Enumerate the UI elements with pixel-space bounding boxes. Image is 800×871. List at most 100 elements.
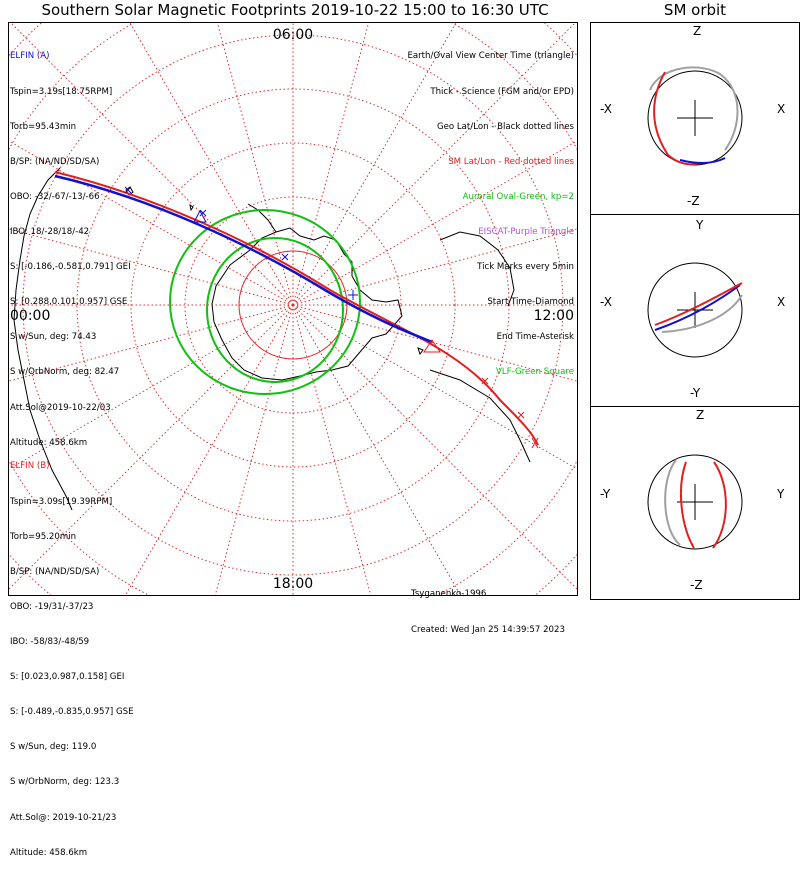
earth-circle <box>647 454 743 550</box>
elfin-b-line: Torb=95.20min <box>10 531 77 542</box>
sm-panel-frame <box>590 22 800 215</box>
sm-label: Z <box>693 24 702 38</box>
longitude-spoke <box>292 140 577 306</box>
longitude-spoke <box>292 304 577 590</box>
elfin-b-line: Tspin=3.09s[19.39RPM] <box>10 496 113 507</box>
sm-orbit-panel <box>647 66 743 166</box>
legend-entry: Thick - Science (FGM and/or EPD) <box>430 86 574 97</box>
sm-label: Z <box>696 408 705 422</box>
elfin-b-line: IBO: -58/83/-48/59 <box>10 636 90 647</box>
africa-coast <box>439 231 515 307</box>
mlt-label-left: 00:00 <box>10 308 50 324</box>
australia-coast <box>429 369 531 463</box>
south-america-coast <box>13 167 73 511</box>
legend-entry: End Time-Asterisk <box>496 332 574 343</box>
legend-entry: Start Time-Diamond <box>487 297 574 308</box>
sm-label: -X <box>600 102 612 116</box>
elfin-b-line: Att.Sol@: 2019-10-21/23 <box>10 812 117 823</box>
elfin-a-line: Att.Sol@2019-10-22/03 <box>10 402 111 413</box>
sm-orbit-track <box>654 284 741 331</box>
elfin-a-line: Tspin=3.19s[18.75RPM] <box>10 86 113 97</box>
elfin-b-center-triangle <box>423 339 441 353</box>
legend-entry: Geo Lat/Lon - Black dotted lines <box>436 121 574 132</box>
credits-created: Created: Wed Jan 25 14:39:57 2023 <box>411 624 565 635</box>
mlt-label-bottom: 18:00 <box>273 576 313 592</box>
sm-label: -Z <box>687 194 700 208</box>
sm-label: -X <box>600 295 612 309</box>
mlt-label-top: 06:00 <box>273 27 313 43</box>
page-title: Southern Solar Magnetic Footprints 2019-… <box>41 1 549 19</box>
mlt-label-right: 12:00 <box>534 308 574 324</box>
elfin-b-line: OBO: -19/31/-37/23 <box>10 601 94 612</box>
longitude-spoke <box>9 304 294 470</box>
earth-circle <box>647 262 743 358</box>
elfin-a-info: ELFIN (A) Tspin=3.19s[18.75RPM] Torb=95.… <box>10 28 131 461</box>
sm-orbit-track <box>679 157 726 164</box>
longitude-spoke <box>292 304 577 470</box>
elfin-b-tick-marks <box>481 377 539 449</box>
elfin-a-line: Altitude: 458.6km <box>10 437 88 448</box>
longitude-spoke <box>214 304 294 595</box>
elfin-a-line: S: [-0.186,-0.581,0.791] GEI <box>10 262 131 273</box>
legend: Earth/Oval View Center Time (triangle) T… <box>407 28 574 391</box>
legend-entry: Earth/Oval View Center Time (triangle) <box>407 51 574 62</box>
longitude-spoke <box>292 304 372 595</box>
elfin-b-info: ELFIN (B) Tspin=3.09s[19.39RPM] Torb=95.… <box>10 438 134 871</box>
legend-entry: SM Lat/Lon - Red dotted lines <box>448 156 574 167</box>
credits: Tsyganenko-1996 Created: Wed Jan 25 14:3… <box>411 566 565 648</box>
sm-orbit-track <box>653 71 701 166</box>
sm-label: -Y <box>600 487 611 501</box>
sm-orbit-track <box>664 459 681 546</box>
elfin-a-line: B/SP: (NA/ND/SD/SA) <box>10 156 100 167</box>
sm-label: Y <box>696 218 704 232</box>
elfin-a-header: ELFIN (A) <box>10 51 50 62</box>
elfin-a-line: OBO: -32/-67/-13/-66 <box>10 191 100 202</box>
longitude-spoke <box>292 23 576 306</box>
legend-entry: Auroral Oval-Green, kp=2 <box>462 191 574 202</box>
elfin-a-line: IBO: 18/-28/18/-42 <box>10 226 90 237</box>
elfin-b-line: S: [-0.489,-0.835,0.957] GSE <box>10 707 134 718</box>
elfin-a-line: Torb=95.43min <box>10 121 77 132</box>
antarctica-coastline <box>211 227 403 381</box>
sm-label: X <box>777 102 786 116</box>
elfin-a-track <box>54 174 433 344</box>
sm-orbit-track <box>661 294 743 333</box>
sm-orbit-panel <box>647 262 743 358</box>
elfin-b-line: B/SP: (NA/ND/SD/SA) <box>10 566 100 577</box>
sm-orbit-panel <box>647 454 743 550</box>
longitude-spoke <box>9 140 294 306</box>
longitude-spoke <box>292 304 577 382</box>
elfin-b-line: S w/OrbNorm, deg: 123.3 <box>10 777 120 788</box>
footprint-map: 06:00 18:00 00:00 12:00 <box>9 23 743 595</box>
elfin-b-line: Altitude: 458.6km <box>10 847 88 858</box>
sm-label: Y <box>777 487 785 501</box>
longitude-spoke <box>292 304 462 595</box>
sm-label: -Z <box>690 578 703 592</box>
elfin-a-line: S w/OrbNorm, deg: 82.47 <box>10 367 120 378</box>
longitude-spoke <box>129 23 294 306</box>
legend-entry: Tick Marks every 5min <box>477 262 574 273</box>
elfin-b-line: S: [0.023,0.987,0.158] GEI <box>10 672 125 683</box>
elfin-a-center-triangle <box>193 209 207 223</box>
sm-panel-frame <box>590 214 800 407</box>
legend-entry: EISCAT-Purple Triangle <box>478 226 574 237</box>
sm-orbit-track <box>649 66 739 151</box>
elfin-b-line: S w/Sun, deg: 119.0 <box>10 742 97 753</box>
elfin-b-track <box>54 171 539 446</box>
auroral-oval-outer <box>169 209 361 395</box>
elfin-a-line: S w/Sun, deg: 74.43 <box>10 332 97 343</box>
sm-orbit-track <box>654 282 743 326</box>
sm-orbit-title: SM orbit <box>663 1 727 19</box>
latitude-ring <box>22 34 564 576</box>
legend-entry: VLF-Green Square <box>495 367 574 378</box>
sm-panel-frame <box>590 406 800 600</box>
sm-orbit-track <box>680 461 695 549</box>
sm-label: -Y <box>690 386 701 400</box>
sm-orbit-panels <box>647 66 743 550</box>
longitude-spoke <box>292 228 577 306</box>
elfin-a-tick-marks <box>124 186 358 300</box>
longitude-spoke <box>9 304 294 590</box>
antarctic-peninsula <box>247 203 277 233</box>
pole-circle <box>238 250 348 360</box>
auroral-oval-inner <box>206 237 344 383</box>
